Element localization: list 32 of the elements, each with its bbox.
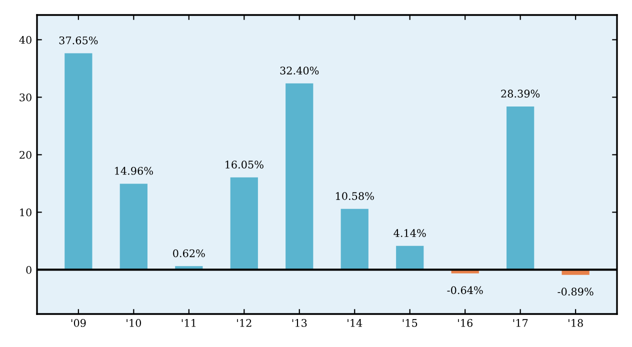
data-label: 10.58% [336, 192, 374, 200]
bar [396, 246, 424, 270]
bar [120, 184, 148, 270]
y-tick-label: 10 [20, 208, 32, 216]
x-tick-label: '16 [458, 319, 472, 327]
y-tick-label: 30 [20, 93, 32, 102]
x-tick-label: '14 [348, 319, 362, 327]
x-tick-label: '12 [237, 319, 252, 327]
data-label: 4.14% [394, 229, 426, 237]
bar [230, 177, 258, 270]
data-label: 14.96% [115, 166, 153, 175]
data-label: 28.39% [501, 90, 540, 98]
bar [64, 53, 92, 270]
y-tick-label: 20 [20, 150, 32, 159]
x-tick-label: '09 [71, 319, 86, 327]
x-tick-label: '17 [513, 319, 528, 327]
x-tick-label: '10 [126, 319, 142, 327]
data-label: 16.05% [226, 160, 264, 169]
data-label: 37.65% [59, 36, 98, 44]
y-tick-label: 40 [19, 36, 32, 44]
x-tick-label: '15 [402, 319, 418, 327]
data-label: -0.89% [558, 288, 594, 296]
x-tick-label: '13 [292, 319, 307, 327]
data-label: -0.64% [447, 286, 483, 294]
x-tick-label: '11 [182, 319, 196, 327]
x-tick-label: '18 [568, 319, 583, 327]
bar [340, 208, 368, 270]
y-tick-label: 0 [26, 266, 32, 274]
data-label: 0.62% [173, 249, 205, 258]
data-label: 32.40% [280, 66, 319, 75]
bar [506, 106, 534, 270]
bar [286, 83, 314, 270]
